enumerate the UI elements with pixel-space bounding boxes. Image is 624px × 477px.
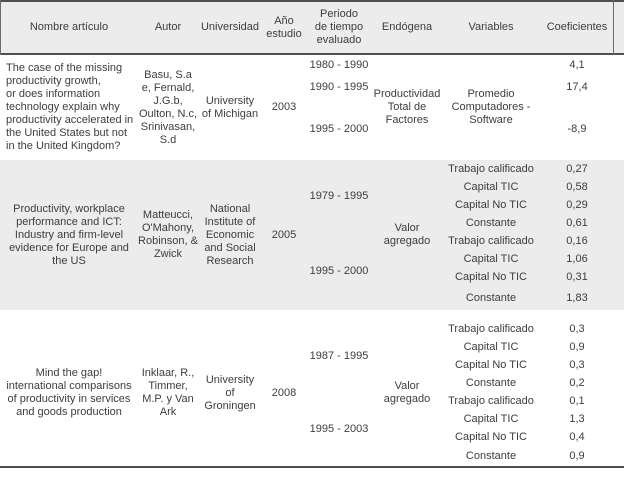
variable: Capital TIC bbox=[463, 340, 519, 353]
header-cell-endogena: Endógena bbox=[381, 21, 433, 33]
header-cell-variables: Variables bbox=[468, 21, 514, 33]
variable: Trabajo calificado bbox=[448, 234, 534, 247]
table-header-row: Nombre artículo Autor Universidad Año es… bbox=[0, 0, 624, 55]
variable: Capital TIC bbox=[463, 180, 519, 193]
coefficient: 0,1 bbox=[569, 394, 585, 407]
university: University of Michigan bbox=[201, 94, 259, 120]
endogenous-variable: Productividad Total de Factores bbox=[373, 88, 441, 126]
coefficient: 0,3 bbox=[569, 358, 585, 371]
coefficient: 0,61 bbox=[566, 216, 588, 229]
endogenous-variable: Valor agregado bbox=[383, 222, 431, 247]
study-year: 2008 bbox=[271, 386, 297, 399]
study-year: 2003 bbox=[271, 101, 297, 113]
article-title: The case of the missing productivity gro… bbox=[6, 62, 134, 152]
variable: Trabajo calificado bbox=[448, 162, 534, 175]
period: 1990 - 1995 bbox=[309, 80, 369, 93]
article-title: Productivity, workplace performance and … bbox=[9, 202, 129, 267]
author: Inklaar, R., Timmer, M.P. y Van Ark bbox=[141, 367, 195, 418]
variable: Capital No TIC bbox=[455, 358, 527, 371]
coefficient: 17,4 bbox=[566, 80, 588, 93]
table-row-study-matteucci: Productivity, workplace performance and … bbox=[0, 160, 624, 310]
variable: Constante bbox=[465, 376, 517, 389]
variable: Capital No TIC bbox=[455, 270, 527, 283]
variable: Trabajo calificado bbox=[448, 322, 534, 335]
coefficient: 0,16 bbox=[566, 234, 588, 247]
table-bottom-border bbox=[0, 466, 624, 468]
table-top-border bbox=[0, 0, 624, 2]
table-row-study-basu: The case of the missing productivity gro… bbox=[0, 55, 624, 160]
coefficient: 1,06 bbox=[566, 252, 588, 265]
university: University of Groningen bbox=[204, 373, 256, 412]
period: 1979 - 1995 bbox=[309, 189, 369, 202]
variable: Capital No TIC bbox=[455, 198, 527, 211]
variable: Capital TIC bbox=[463, 412, 519, 425]
period: 1995 - 2003 bbox=[309, 422, 369, 435]
header-cell-nombre-articulo: Nombre artículo bbox=[29, 21, 109, 33]
article-title: Mind the gap! international comparisons … bbox=[6, 367, 132, 418]
header-cell-universidad: Universidad bbox=[200, 21, 260, 33]
variable: Promedio Computadores - Software bbox=[451, 88, 531, 126]
coefficient: 1,83 bbox=[566, 291, 588, 304]
variable: Constante bbox=[465, 449, 517, 462]
period: 1980 - 1990 bbox=[309, 58, 369, 71]
coefficient: 0,3 bbox=[569, 322, 585, 335]
author: Basu, S.a e, Fernald, J.G.b, Oulton, N.c… bbox=[138, 68, 198, 146]
table-row-study-inklaar: Mind the gap! international comparisons … bbox=[0, 310, 624, 466]
study-year: 2005 bbox=[271, 228, 297, 241]
endogenous-variable: Valor agregado bbox=[383, 380, 431, 405]
coefficient: 0,9 bbox=[569, 449, 585, 462]
author: Matteucci, O'Mahony, Robinson, & Zwick bbox=[138, 209, 198, 260]
coefficient: 0,2 bbox=[569, 376, 585, 389]
coefficient: 0,4 bbox=[569, 430, 585, 443]
coefficient: 4,1 bbox=[569, 58, 585, 71]
header-cell-autor: Autor bbox=[154, 21, 182, 33]
header-cell-ano-estudio: Año estudio bbox=[266, 14, 302, 40]
variable: Constante bbox=[465, 291, 517, 304]
coefficient: 0,27 bbox=[566, 162, 588, 175]
variable: Capital TIC bbox=[463, 252, 519, 265]
coefficient: 1,3 bbox=[569, 412, 585, 425]
header-cell-coeficientes: Coeficientes bbox=[546, 21, 608, 33]
coefficient: 0,31 bbox=[566, 270, 588, 283]
variable: Trabajo calificado bbox=[448, 394, 534, 407]
coefficient: 0,9 bbox=[569, 340, 585, 353]
variable: Constante bbox=[465, 216, 517, 229]
period: 1995 - 2000 bbox=[309, 123, 369, 135]
header-cell-periodo: Periodo de tiempo evaluado bbox=[314, 8, 364, 46]
university: National Institute of Economic and Socia… bbox=[204, 202, 256, 267]
coefficient: 0,29 bbox=[566, 198, 588, 211]
period: 1995 - 2000 bbox=[309, 264, 369, 277]
period: 1987 - 1995 bbox=[309, 349, 369, 362]
variable: Capital No TIC bbox=[455, 430, 527, 443]
coefficient: 0,58 bbox=[566, 180, 588, 193]
coefficient: -8,9 bbox=[567, 123, 587, 135]
